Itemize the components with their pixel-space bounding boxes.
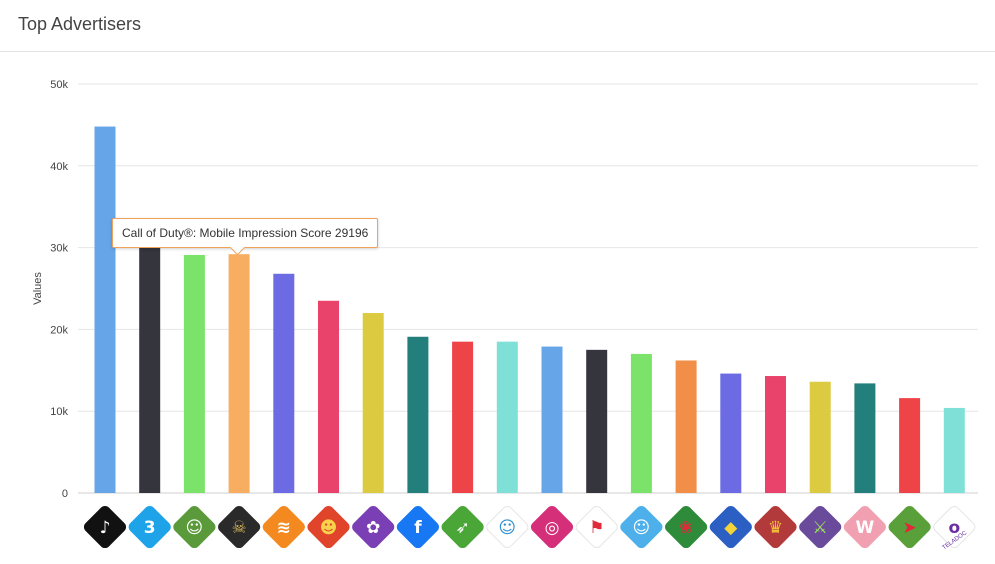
rose-icon: ❀	[665, 505, 708, 549]
call-of-duty-icon: ☠	[218, 505, 261, 549]
tiktok-icon: ♪	[83, 505, 127, 549]
icon-tile	[83, 505, 127, 549]
bar-17	[809, 381, 831, 493]
icon-tile	[799, 505, 842, 549]
game-characters-icon: ☺	[173, 505, 216, 549]
bar-13	[630, 353, 652, 493]
icon-glyph: ➤	[902, 518, 916, 538]
icon-glyph: ♪	[100, 518, 111, 538]
icon-tile	[173, 505, 216, 549]
icon-glyph: ☺	[186, 518, 204, 538]
y-tick-label: 0	[62, 488, 68, 500]
icon-tile	[530, 505, 574, 549]
icon-tile	[709, 505, 752, 549]
icon-glyph: ☺	[633, 518, 651, 538]
y-tick-label: 10k	[50, 406, 68, 418]
battle-game-icon: ⚔	[799, 505, 842, 549]
red-flag-icon: ⚑	[575, 505, 618, 549]
bar-19	[899, 398, 921, 493]
y-tick-label: 40k	[50, 161, 68, 173]
icon-tile	[352, 505, 395, 549]
icon-glyph: ♛	[768, 518, 783, 538]
tooltip-text: Call of Duty®: Mobile Impression Score 2…	[122, 226, 369, 240]
icon-glyph: ☻	[320, 518, 338, 538]
bar-20	[943, 407, 965, 493]
bar-11	[541, 346, 563, 493]
bar-15	[720, 373, 742, 493]
purple-game-icon: ✿	[352, 505, 395, 549]
bar-5	[273, 273, 295, 493]
word-game-icon: W	[843, 505, 886, 549]
facebook-icon: f	[396, 505, 439, 549]
icon-tile	[754, 505, 797, 549]
icon-glyph: W	[856, 518, 875, 538]
bar-16	[765, 376, 786, 493]
y-axis-label: Values	[32, 272, 44, 305]
bar-12	[586, 349, 608, 493]
icon-glyph: ➶	[455, 518, 469, 538]
icon-glyph: ⚔	[813, 518, 828, 538]
bar-2	[139, 231, 161, 494]
icon-glyph: ☺	[498, 518, 516, 538]
icon-tile	[486, 505, 529, 549]
icon-tile	[620, 505, 663, 549]
icon-glyph: ≋	[277, 518, 291, 538]
icon-glyph: ◆	[724, 518, 738, 538]
bar-1	[94, 126, 116, 493]
icon-tile	[933, 505, 976, 549]
icon-glyph: ❀	[679, 518, 693, 538]
worker-game-icon: ☺	[620, 505, 663, 549]
icon-glyph: f	[414, 518, 422, 538]
icon-tile	[307, 505, 350, 549]
chart-header: Top Advertisers	[0, 0, 995, 52]
icon-glyph: o	[948, 518, 960, 538]
bar-tooltip: Call of Duty®: Mobile Impression Score 2…	[112, 218, 379, 256]
blue-app-icon: 3	[128, 505, 171, 549]
icon-tile	[128, 505, 171, 549]
icon-glyph: ✿	[366, 518, 380, 538]
icon-tile	[262, 505, 305, 549]
bar-6	[318, 300, 339, 493]
bar-9	[452, 341, 474, 493]
rpg-game-icon: ♛	[754, 505, 797, 549]
icon-glyph: ⚑	[589, 518, 604, 538]
archery-game-icon: ➶	[441, 505, 484, 549]
icon-tile	[396, 505, 439, 549]
icon-glyph: 3	[144, 518, 156, 538]
racing-game-icon: ➤	[888, 505, 931, 549]
y-tick-label: 50k	[50, 79, 68, 91]
icon-tile	[888, 505, 931, 549]
bar-chart: 0 10k 20k 30k 40k 50k Values ♪ 3 ☺ ☠ ≋ ☻ ✿ f ➶ ☺ ◎ ⚑ ☺ ❀ ◆ ♛ ⚔ W…	[32, 79, 978, 551]
icon-tile	[843, 505, 886, 549]
instagram-icon: ◎	[530, 505, 574, 549]
icon-glyph: ☠	[231, 518, 246, 538]
bar-10	[496, 341, 518, 493]
y-tick-label: 30k	[50, 243, 68, 255]
cartoon-game-icon: ☻	[307, 505, 350, 549]
icon-tile	[575, 505, 618, 549]
bar-8	[407, 336, 429, 493]
audible-icon: ≋	[262, 505, 305, 549]
icon-tile	[441, 505, 484, 549]
icon-glyph: ◎	[545, 518, 560, 538]
y-tick-label: 20k	[50, 324, 68, 336]
puzzle-game-icon: ◆	[709, 505, 752, 549]
bar-3	[183, 254, 205, 493]
icon-tile	[665, 505, 708, 549]
bar-4	[228, 254, 250, 493]
icon-tile	[218, 505, 261, 549]
bar-14	[675, 360, 697, 493]
cartoon-face-icon: ☺	[486, 505, 529, 549]
chart-title: Top Advertisers	[18, 14, 142, 34]
bar-7	[362, 313, 384, 493]
bar-18	[854, 383, 876, 493]
